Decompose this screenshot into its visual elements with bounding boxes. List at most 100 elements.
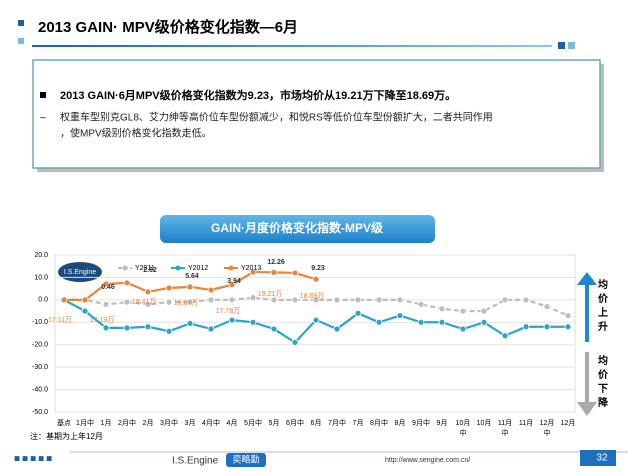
marker: [249, 294, 257, 302]
x-tick-label: 10月: [477, 419, 492, 427]
marker: [270, 268, 278, 276]
marker: [312, 275, 320, 283]
marker: [522, 296, 530, 304]
side-label: 均价上升: [598, 278, 609, 333]
marker: [564, 323, 572, 331]
page-box: [580, 450, 616, 466]
price-label: 17.78万: [216, 307, 241, 315]
x-tick-label-line: 11月: [498, 419, 512, 427]
x-tick-label: 4月: [227, 419, 238, 427]
x-tick-label: 5月中: [244, 418, 262, 427]
chart-title-pill: [160, 215, 435, 243]
x-tick-label: 4月中: [202, 418, 220, 427]
marker: [501, 332, 509, 340]
x-tick-label-line: 中: [460, 428, 467, 437]
marker: [165, 327, 173, 335]
x-tick-label: 2月: [143, 419, 154, 427]
legend-label: Y2012: [188, 265, 208, 272]
x-tick-label: 8月中: [370, 418, 388, 427]
x-tick-label-line: 中: [502, 428, 509, 437]
marker: [354, 296, 362, 304]
footer-brand-cn: 奕略勤: [232, 453, 259, 464]
marker: [291, 269, 299, 277]
data-label: 12.26: [267, 259, 285, 266]
marker: [480, 307, 488, 315]
marker: [522, 323, 530, 331]
side-label-char: 均: [598, 354, 608, 367]
y-tick-label: 10.0: [34, 274, 48, 281]
marker: [354, 309, 362, 317]
x-tick-label: 9月: [437, 419, 448, 427]
chart-title: GAIN·月度价格变化指数-MPV级: [211, 220, 383, 235]
marker: [543, 323, 551, 331]
marker: [123, 324, 131, 332]
marker: [438, 305, 446, 313]
marker: [333, 325, 341, 333]
marker: [186, 320, 194, 327]
marker: [291, 339, 299, 346]
footer-brand: I.S.Engine: [172, 456, 219, 467]
marker: [123, 279, 131, 287]
slide-title: 2013 GAIN· MPV级价格变化指数—6月: [38, 18, 298, 36]
x-tick-label: 11月: [519, 419, 533, 427]
marker: [249, 318, 257, 326]
marker: [333, 296, 341, 304]
marker: [228, 281, 236, 289]
side-label-char: 升: [598, 320, 608, 333]
marker: [165, 284, 173, 292]
note: 注：基期为上年12月: [30, 431, 103, 441]
x-tick-label: 11月中: [498, 419, 512, 437]
marker: [102, 280, 110, 288]
down-arrow: [577, 352, 597, 416]
x-tick-label: 3月中: [160, 418, 178, 427]
deco: [558, 42, 565, 49]
x-tick-label: 7月: [353, 419, 364, 427]
legend-marker: [228, 265, 234, 271]
marker: [564, 312, 572, 319]
marker: [144, 323, 152, 331]
x-tick-label: 2月中: [118, 418, 136, 427]
marker: [81, 296, 89, 304]
marker: [207, 286, 215, 294]
side-label-char: 价: [598, 293, 609, 305]
y-tick-label: -50.0: [32, 409, 48, 416]
marker: [186, 298, 194, 306]
marker: [312, 296, 320, 304]
marker: [60, 296, 68, 304]
marker: [417, 318, 425, 326]
legend-label: Y2013: [241, 265, 261, 272]
marker: [375, 318, 383, 326]
price-label: 18.67万: [174, 299, 199, 307]
data-label: 5.64: [185, 273, 199, 280]
marker: [144, 288, 152, 296]
title-rule: [32, 45, 552, 47]
x-tick-label: 9月中: [412, 418, 430, 427]
y-tick-label: -30.0: [32, 364, 48, 371]
summary-detail: 权重车型别克GL8、艾力绅等高价位车型份额减少，和悦RS等低价位车型份额扩大，二…: [60, 111, 493, 124]
side-label-char: 降: [598, 396, 609, 409]
marker: [270, 296, 278, 304]
price-label: 18.41万: [132, 298, 157, 306]
brand-badge: [226, 453, 266, 467]
deco: [18, 20, 24, 26]
deco-dots: ■■■■■: [14, 454, 54, 465]
marker: [375, 296, 383, 304]
x-tick-label: 12月中: [540, 419, 555, 437]
x-tick-label: 6月中: [286, 418, 304, 427]
legend-marker: [122, 265, 128, 271]
marker: [144, 300, 152, 308]
deco: [568, 42, 575, 49]
marker: [396, 296, 404, 304]
x-tick-label-line: 10月: [456, 419, 471, 427]
marker: [123, 298, 131, 306]
marker: [480, 318, 488, 326]
y-tick-label: -20.0: [32, 342, 48, 349]
data-label: 9.23: [311, 265, 325, 272]
marker: [228, 296, 236, 304]
marker: [207, 296, 215, 304]
summary-detail: ，使MPV级别价格变化指数走低。: [60, 127, 212, 140]
page-number: 32: [596, 453, 608, 464]
deco: [18, 38, 24, 44]
x-tick-label: 3月: [185, 419, 196, 427]
